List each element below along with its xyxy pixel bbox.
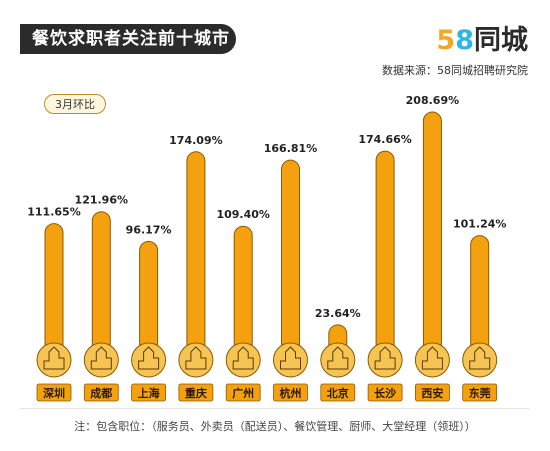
city-label-bg-0 [36, 383, 72, 402]
bar-1 [91, 211, 111, 361]
data-label-8: 208.69% [406, 94, 459, 107]
city-emblem-2 [131, 342, 167, 378]
city-label-bg-6 [320, 383, 356, 402]
city-label-bg-4 [225, 383, 261, 402]
city-label-bg-7 [367, 383, 403, 402]
bar-0 [44, 223, 64, 361]
period-badge: 3月环比 [44, 94, 106, 114]
city-emblem-8 [414, 342, 450, 378]
data-label-3: 174.09% [169, 134, 222, 147]
data-label-6: 23.64% [315, 307, 361, 320]
skyline-icon-7 [374, 346, 396, 370]
logo-text: 同城 [474, 25, 528, 56]
data-label-7: 174.66% [358, 133, 411, 146]
skyline-icon-3 [185, 346, 207, 370]
bar-8 [422, 111, 442, 361]
bar-3 [186, 151, 206, 361]
data-label-2: 96.17% [126, 223, 172, 236]
skyline-icon-9 [469, 346, 491, 370]
data-label-4: 109.40% [216, 208, 269, 221]
city-emblem-3 [178, 342, 214, 378]
data-label-9: 101.24% [453, 218, 506, 231]
tick-label-3: 重庆 [185, 386, 207, 400]
skyline-icon-2 [138, 346, 160, 370]
city-label-bg-1 [83, 383, 119, 402]
city-label-bg-2 [131, 383, 167, 402]
data-source: 数据来源：58同城招聘研究院 [382, 64, 528, 77]
city-emblem-5 [273, 342, 308, 378]
city-emblem-4 [225, 342, 261, 378]
chart-title: 餐饮求职者关注前十城市 [20, 24, 236, 54]
tick-label-4: 广州 [232, 386, 254, 400]
city-emblem-1 [83, 342, 119, 378]
bar-2 [139, 240, 159, 361]
footer-note: 注：包含职位：（服务员、外卖员（配送员）、餐饮管理、厨师、大堂经理（领班）） [74, 420, 476, 433]
brand-logo: 58同城 [436, 18, 528, 57]
tick-label-8: 西安 [421, 386, 443, 400]
city-label-bg-5 [273, 383, 308, 402]
skyline-icon-5 [280, 346, 301, 370]
logo-digit-5: 5 [436, 25, 456, 56]
tick-label-1: 成都 [90, 386, 112, 400]
data-label-0: 111.65% [27, 206, 80, 219]
data-label-1: 121.96% [75, 194, 128, 207]
bar-9 [470, 235, 490, 361]
bar-7 [375, 150, 395, 361]
skyline-icon-4 [232, 346, 254, 370]
tick-label-9: 东莞 [469, 386, 491, 400]
city-label-bg-3 [178, 383, 214, 402]
tick-label-5: 杭州 [280, 386, 302, 400]
city-emblem-0 [36, 342, 72, 378]
city-label-bg-9 [462, 383, 498, 402]
tick-label-6: 北京 [327, 386, 349, 400]
city-emblem-7 [367, 342, 403, 378]
city-emblem-9 [462, 342, 498, 378]
skyline-icon-0 [43, 346, 65, 370]
city-label-bg-8 [414, 383, 450, 402]
skyline-icon-1 [90, 346, 112, 370]
skyline-icon-8 [421, 346, 443, 370]
data-label-5: 166.81% [264, 142, 317, 155]
tick-label-0: 深圳 [43, 386, 65, 400]
skyline-icon-6 [327, 346, 349, 370]
tick-label-7: 长沙 [374, 386, 396, 400]
bar-4 [233, 225, 253, 361]
tick-label-2: 上海 [138, 386, 160, 400]
bar-5 [281, 159, 300, 361]
footer-divider [20, 408, 530, 409]
city-emblem-6 [320, 342, 356, 378]
logo-digit-8: 8 [455, 25, 474, 56]
